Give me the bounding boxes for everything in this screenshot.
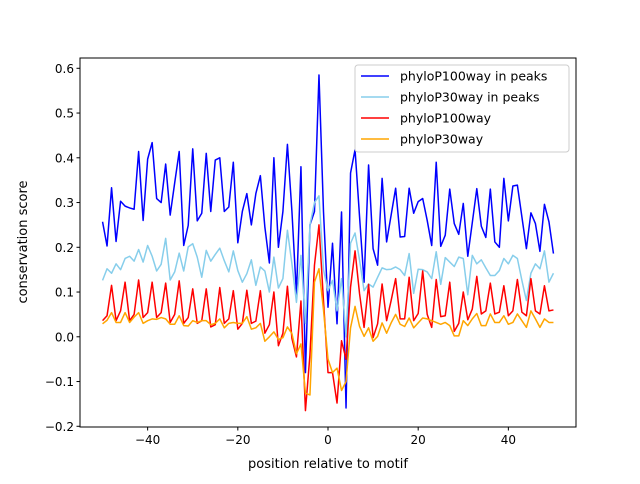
y-tick-label: −0.1 (45, 375, 74, 389)
y-axis-ticks: −0.2 −0.1 0.0 0.1 0.2 0.3 0.4 0.5 0.6 (45, 62, 80, 434)
x-tick-label: −20 (225, 433, 250, 447)
y-tick-label: 0.0 (55, 330, 74, 344)
x-axis-ticks: −40 −20 0 20 40 (135, 427, 516, 447)
legend-label-0: phyloP100way in peaks (400, 69, 547, 84)
x-tick-label: 0 (324, 433, 332, 447)
y-tick-label: 0.4 (55, 151, 74, 165)
series-line-3 (102, 268, 554, 396)
y-tick-label: 0.2 (55, 241, 74, 255)
series-line-1 (101, 195, 555, 338)
x-tick-label: −40 (135, 433, 160, 447)
series-lines (101, 74, 555, 412)
legend-label-3: phyloP30way (400, 132, 484, 147)
y-tick-label: 0.1 (55, 286, 74, 300)
legend-label-1: phyloP30way in peaks (400, 90, 539, 105)
legend-label-2: phyloP100way (400, 111, 492, 126)
y-axis-label: conservation score (16, 180, 31, 303)
legend-box (354, 64, 570, 153)
x-tick-label: 20 (411, 433, 426, 447)
y-tick-label: 0.6 (55, 62, 74, 76)
y-tick-label: 0.5 (55, 107, 74, 121)
x-axis-label: position relative to motif (248, 457, 408, 472)
x-tick-label: 40 (501, 433, 516, 447)
legend: phyloP100way in peaks phyloP30way in peak… (354, 64, 570, 153)
y-tick-label: 0.3 (55, 196, 74, 210)
series-line-2 (101, 224, 554, 412)
y-tick-label: −0.2 (45, 420, 74, 434)
series-line-0 (101, 74, 555, 409)
